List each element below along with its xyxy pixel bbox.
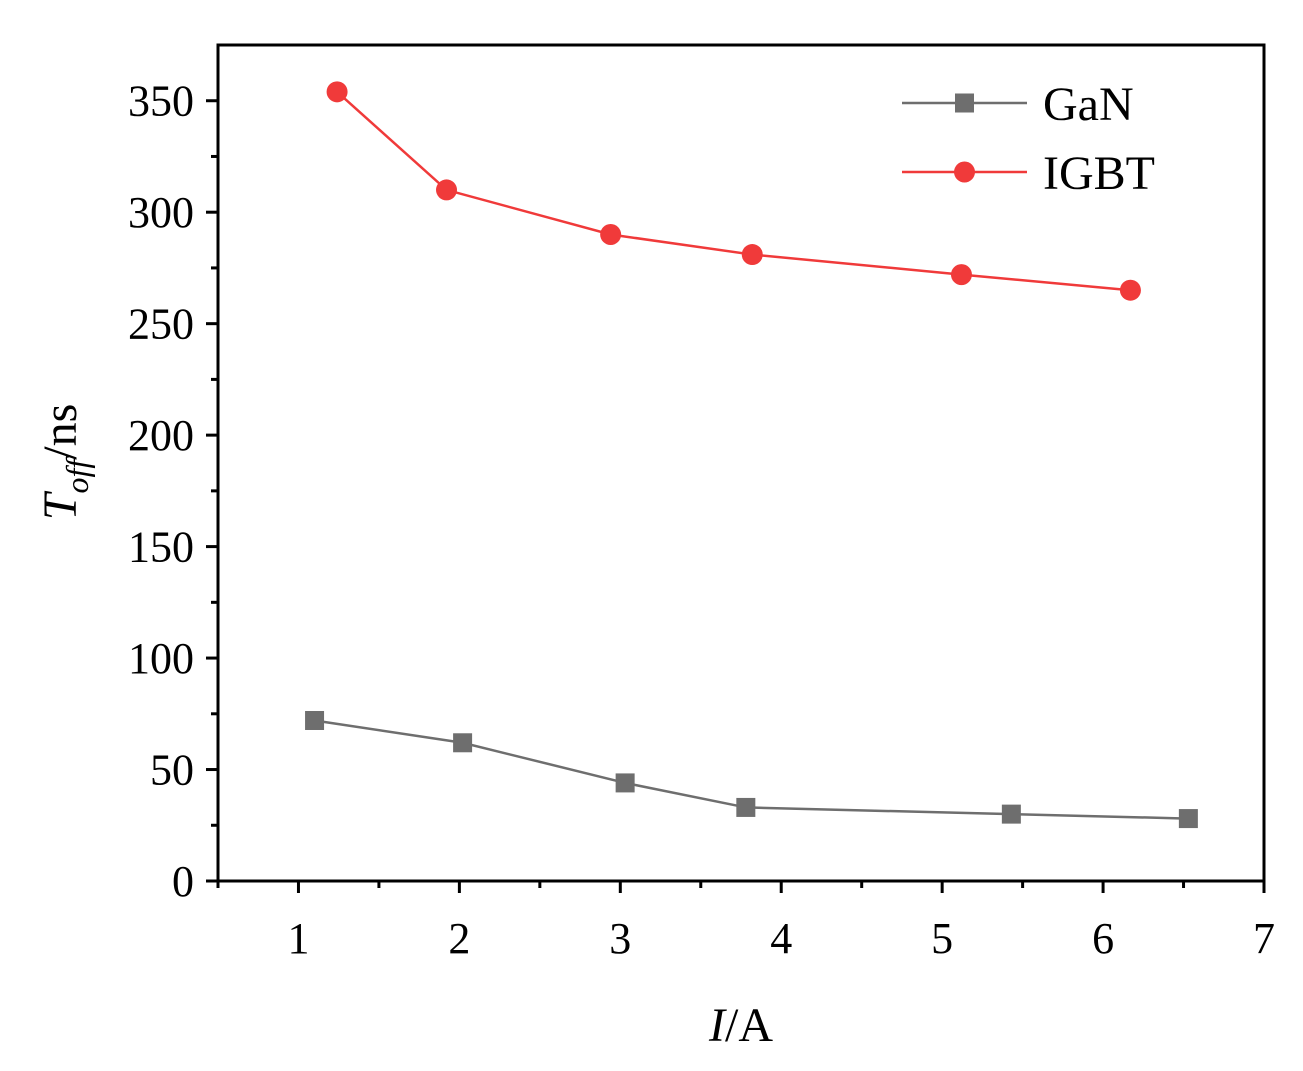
- legend-label-igbt: IGBT: [1043, 147, 1155, 200]
- data-point-igbt: [950, 264, 972, 286]
- y-tick-label: 250: [128, 300, 194, 349]
- axes: 0 50 100 150 200 250 300 350 1 2 3 4 5 6 7: [128, 43, 1275, 963]
- x-tick-label: 5: [931, 914, 953, 963]
- series-line-gan: [314, 719, 1189, 820]
- x-tick-label: 4: [770, 914, 792, 963]
- x-tick-label: 2: [448, 914, 470, 963]
- y-tick-label: 100: [128, 634, 194, 683]
- data-point-gan: [1178, 809, 1198, 829]
- data-point-igbt: [436, 179, 458, 201]
- x-tick-label: 6: [1092, 914, 1114, 963]
- y-tick-label: 350: [128, 77, 194, 126]
- plot-frame: [216, 43, 1266, 883]
- data-point-gan: [453, 733, 473, 753]
- data-point-gan: [615, 773, 635, 793]
- series-line-igbt: [336, 90, 1131, 292]
- x-axis-var: I: [708, 999, 727, 1052]
- y-axis-subscript: off: [59, 456, 95, 494]
- data-point-igbt: [326, 81, 348, 103]
- x-axis-title: I/A: [708, 999, 773, 1052]
- y-tick-label: 0: [172, 857, 194, 906]
- legend-marker-gan: [955, 93, 974, 113]
- x-tick-label: 1: [287, 914, 309, 963]
- y-axis-title: Toff/ns: [34, 404, 95, 521]
- data-point-gan: [1001, 804, 1021, 824]
- legend-marker-igbt: [954, 161, 975, 183]
- legend: GaN IGBT: [902, 78, 1155, 200]
- y-axis-var: T: [34, 490, 87, 520]
- data-point-gan: [736, 797, 756, 817]
- data-point-igbt: [741, 244, 763, 266]
- x-axis-unit: /A: [725, 999, 773, 1052]
- legend-label-gan: GaN: [1043, 78, 1134, 131]
- data-point-igbt: [1119, 279, 1141, 301]
- y-tick-label: 50: [150, 746, 194, 795]
- y-tick-label: 150: [128, 523, 194, 572]
- series-group: [305, 81, 1198, 829]
- y-tick-label: 200: [128, 411, 194, 460]
- x-tick-label: 3: [609, 914, 631, 963]
- x-tick-label: 7: [1253, 914, 1275, 963]
- y-axis-unit: /ns: [34, 404, 87, 460]
- data-point-gan: [305, 710, 325, 730]
- data-point-igbt: [600, 223, 622, 245]
- y-tick-label: 300: [128, 188, 194, 237]
